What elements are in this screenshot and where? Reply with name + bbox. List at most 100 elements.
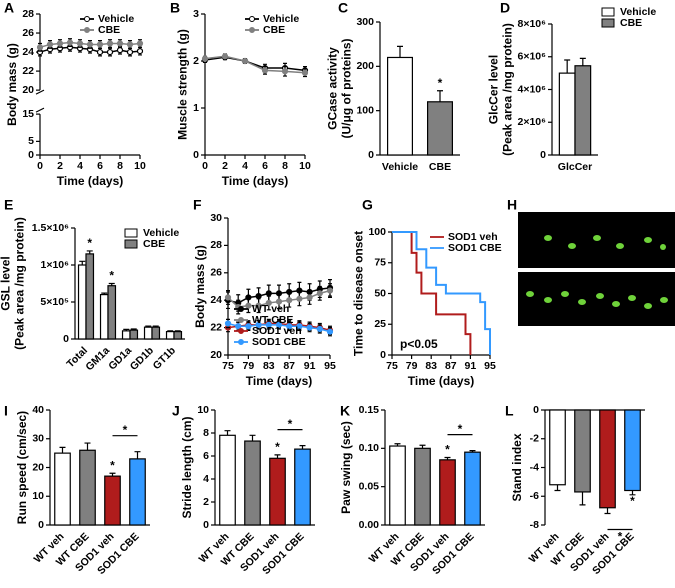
bar	[129, 329, 139, 340]
y-tick-label: -6	[530, 490, 539, 502]
legend-marker	[238, 328, 244, 334]
paw-prints	[526, 235, 668, 309]
x-tick-label: 10	[299, 160, 311, 172]
data-point	[126, 41, 134, 48]
significance-star: *	[275, 440, 280, 454]
micrograph	[518, 212, 675, 326]
y-tick-label: 5	[28, 135, 34, 147]
y-tick-label: 22	[22, 65, 34, 77]
error-bar	[152, 325, 159, 328]
legend-swatch	[601, 18, 615, 28]
panel-label: D	[500, 0, 510, 16]
data-point	[255, 321, 262, 328]
bar	[269, 457, 286, 526]
x-tick-label: 83	[425, 360, 437, 372]
y-axis-label: Body mass (g)	[193, 245, 207, 328]
data-point	[201, 55, 209, 62]
x-tick-label: GM1a	[83, 344, 112, 373]
significance-star: *	[438, 76, 443, 90]
legend-marker	[249, 27, 255, 33]
data-point	[76, 40, 84, 47]
survival-curve	[392, 231, 472, 355]
data-point	[106, 40, 114, 47]
x-tick-label: CBE	[429, 161, 451, 173]
data-point	[255, 302, 262, 309]
data-point	[241, 57, 249, 65]
y-tick-label: -2	[530, 433, 539, 445]
bar	[574, 65, 592, 156]
y-axis-label: Run speed (cm/sec)	[15, 411, 29, 524]
significance-star: *	[630, 494, 635, 508]
data-point	[96, 41, 104, 48]
data-point	[326, 287, 334, 294]
data-point	[221, 53, 229, 60]
y-tick-label: 0	[38, 519, 44, 531]
x-tick-label: 79	[406, 360, 418, 372]
bar	[294, 448, 311, 526]
legend-label: WT veh	[252, 303, 289, 315]
x-tick-label: GD1b	[128, 345, 156, 373]
y-tick-label: 0.15	[359, 404, 380, 416]
y-tick-label: 15	[22, 108, 34, 120]
y-tick-label: 26	[22, 27, 34, 39]
error-bar	[101, 292, 108, 295]
bar	[244, 440, 261, 526]
x-tick-label: 2	[222, 160, 228, 172]
error-bar	[84, 442, 91, 451]
legend-label: CBE	[98, 24, 120, 36]
bar	[104, 475, 121, 526]
y-tick-label: 2	[203, 496, 209, 508]
y-axis	[35, 14, 45, 155]
legend-swatch	[124, 239, 138, 249]
error-bar	[109, 472, 116, 477]
x-axis-label: Time (days)	[408, 374, 474, 388]
series-line	[204, 55, 306, 74]
y-tick-label: 100	[368, 226, 386, 238]
x-tick-label: 95	[324, 360, 336, 372]
y-tick-label: 1.5×10⁶	[32, 222, 69, 234]
y-tick-label: 4×10⁶	[518, 83, 547, 95]
legend-label: CBE	[263, 24, 285, 36]
y-tick-label: 0	[203, 519, 209, 531]
data-point	[106, 48, 114, 56]
y-tick-label: 28	[22, 8, 34, 20]
bar	[439, 459, 456, 526]
y-axis-label: Stride length (cm)	[180, 416, 194, 518]
error-bar	[174, 330, 181, 332]
data-point	[265, 321, 272, 328]
bar	[77, 264, 87, 340]
bar	[599, 409, 616, 509]
data-point	[326, 328, 334, 335]
y-axis-label: Paw swing (sec)	[339, 421, 353, 514]
survival-curve	[392, 231, 491, 355]
y-tick-label: 1	[193, 102, 199, 114]
error-bar	[224, 430, 231, 436]
error-bar	[299, 445, 306, 450]
y-tick-label: 200	[356, 60, 374, 72]
error-bar	[554, 484, 561, 492]
x-tick-label: 4	[77, 160, 83, 172]
bar	[427, 101, 454, 156]
y-tick-label: 8×10⁶	[518, 18, 547, 30]
bar	[389, 445, 406, 526]
panel-label: H	[507, 197, 517, 213]
x-tick-label: 83	[263, 360, 275, 372]
y-axis-label: Stand index	[510, 433, 524, 501]
data-point	[56, 40, 64, 47]
bar	[624, 409, 641, 492]
bar	[85, 253, 95, 340]
y-axis-label: (Peak area /mg protein)	[501, 23, 515, 156]
y-tick-label: 75	[374, 257, 386, 269]
y-axis-label: Body mass (g)	[5, 43, 19, 126]
x-tick-label: 91	[304, 360, 316, 372]
error-bar	[123, 328, 130, 331]
error-bar	[437, 90, 443, 102]
y-tick-label: 0.05	[359, 480, 380, 492]
bar	[143, 326, 153, 340]
error-bar	[564, 59, 571, 74]
panel-label: A	[4, 0, 14, 16]
bar	[549, 409, 566, 486]
y-tick-label: 8	[203, 427, 209, 439]
panel-label: C	[338, 0, 348, 16]
error-bar	[145, 325, 152, 328]
